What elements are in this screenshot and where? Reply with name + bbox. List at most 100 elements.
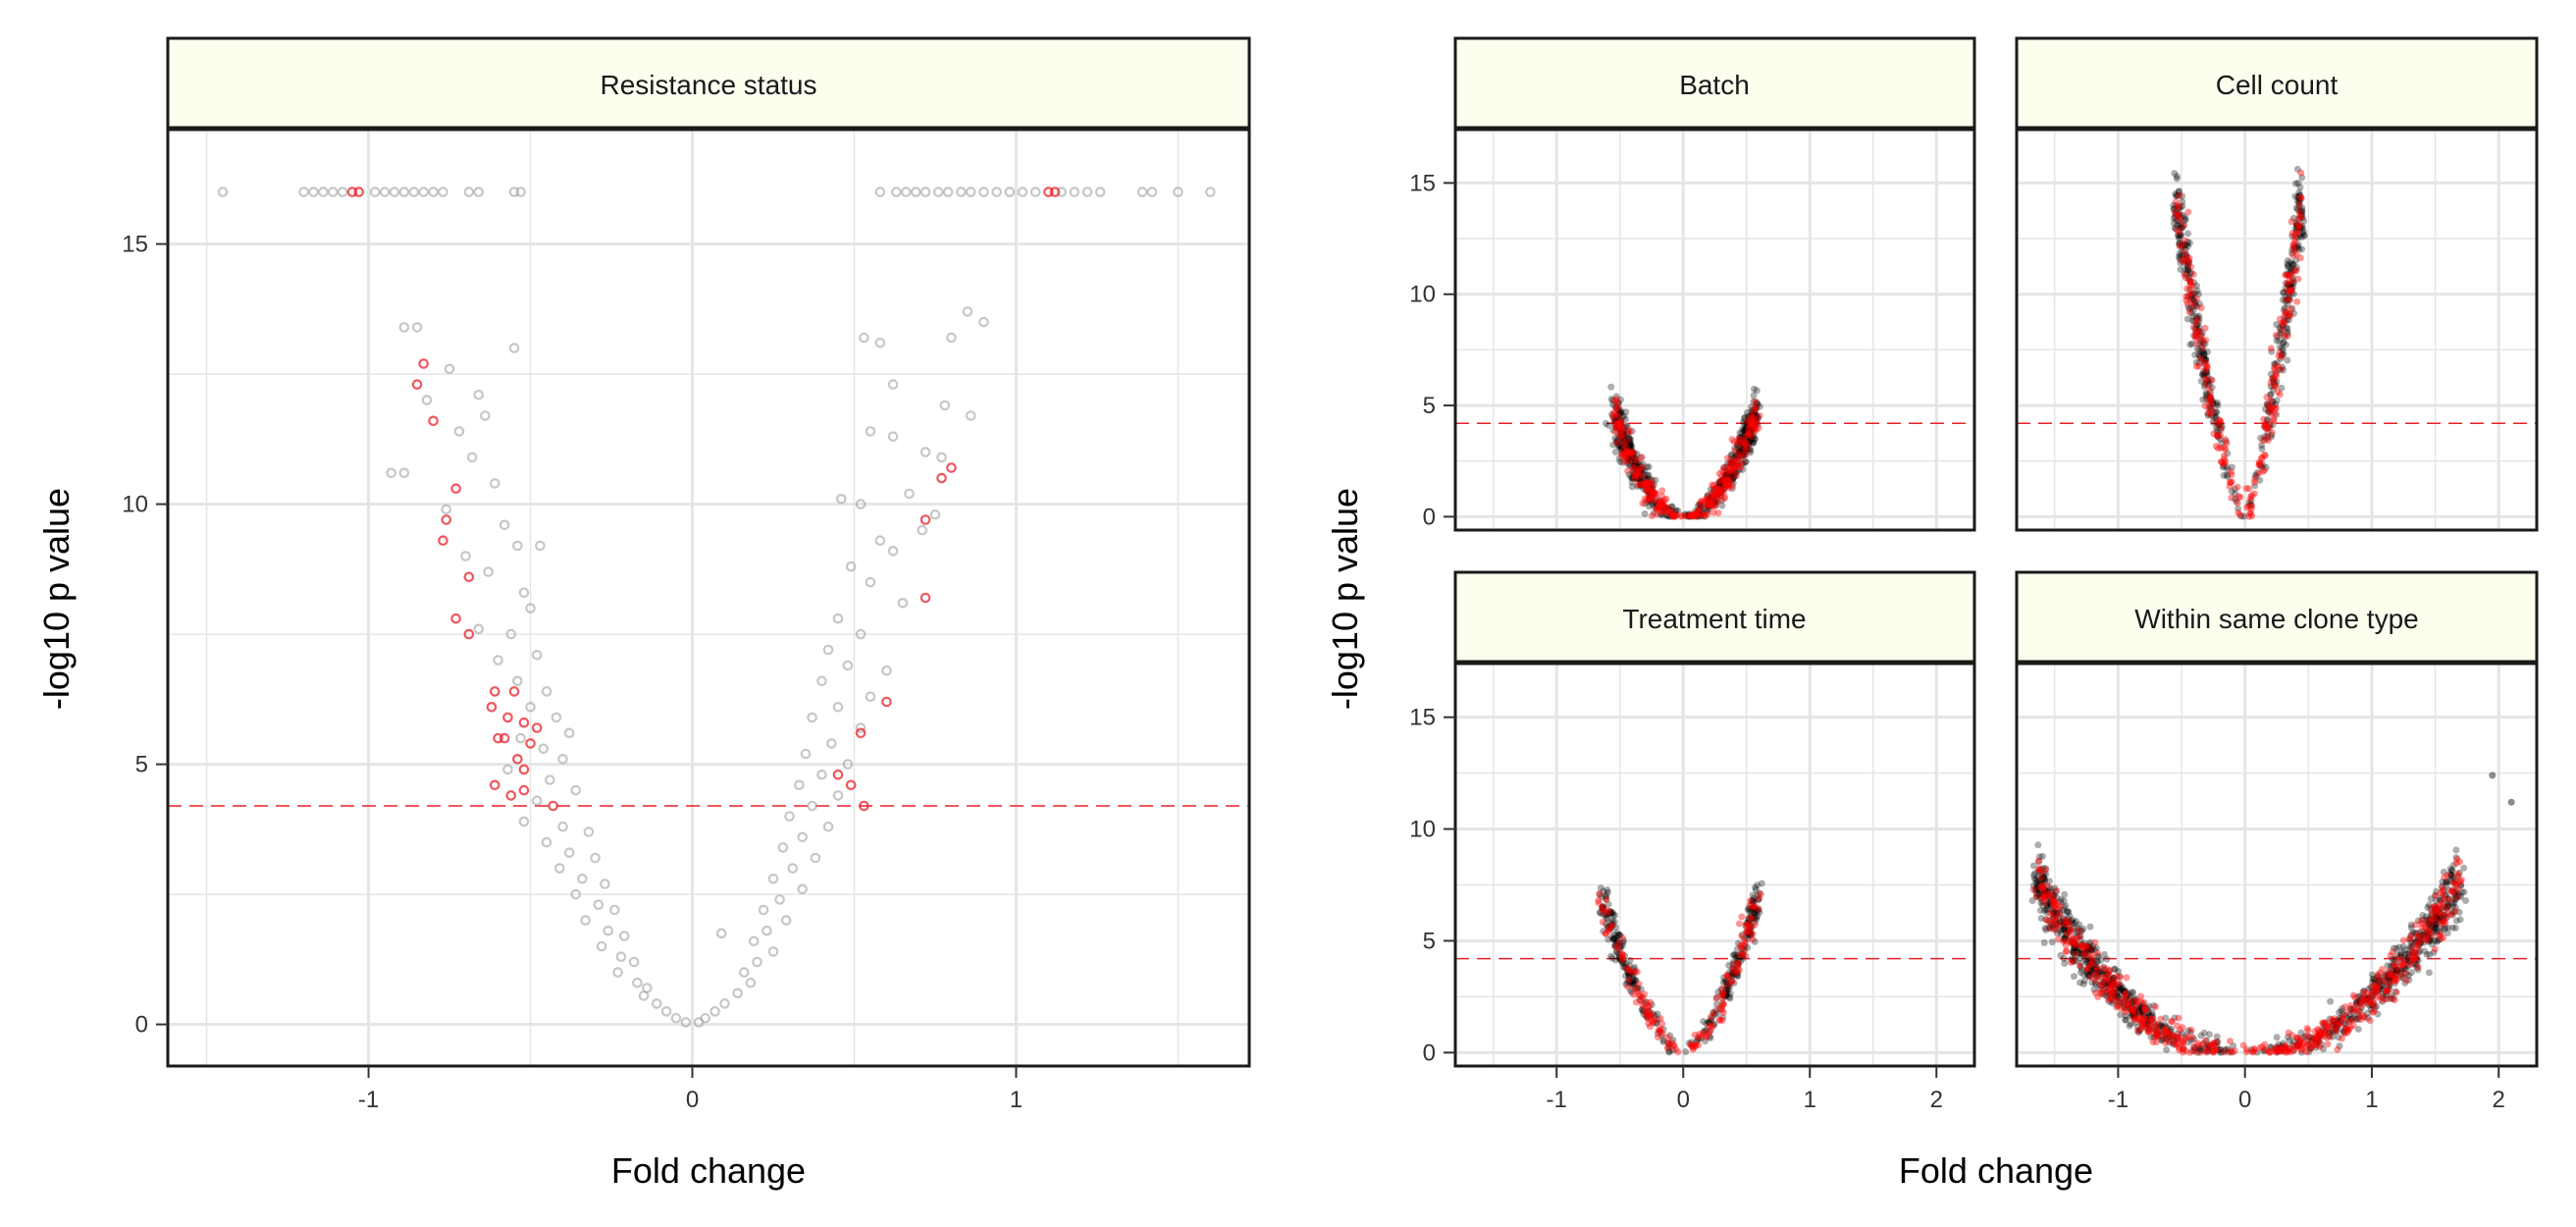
data-point (1611, 448, 1619, 455)
highlighted-point (1706, 500, 1713, 507)
data-point (2222, 438, 2230, 446)
data-point (874, 535, 886, 546)
data-point (1618, 429, 1626, 437)
data-point (1641, 509, 1649, 517)
highlighted-point (1735, 435, 1743, 443)
highlighted-point (1716, 477, 1724, 485)
data-point (2297, 224, 2305, 232)
highlighted-point (1644, 1011, 1652, 1019)
highlighted-point (1614, 419, 1622, 427)
highlighted-point (2297, 213, 2305, 221)
data-point (2043, 905, 2051, 913)
data-point (1752, 885, 1760, 893)
data-point (2258, 445, 2266, 453)
highlighted-point (2226, 478, 2234, 486)
highlighted-point (936, 472, 947, 484)
data-point (1741, 426, 1749, 434)
data-point (1716, 487, 1724, 495)
data-point (1738, 459, 1746, 467)
data-point (2128, 988, 2135, 996)
y-ticks-batch: 0 5 10 15 (1409, 170, 1455, 530)
highlighted-point (1702, 1032, 1709, 1040)
data-point (1748, 905, 1756, 913)
data-point (2443, 905, 2450, 913)
data-point (418, 187, 429, 197)
data-point (2173, 192, 2181, 200)
data-point (2387, 970, 2394, 978)
data-point (2198, 329, 2206, 337)
data-point (2420, 938, 2428, 946)
data-point (1744, 439, 1752, 447)
data-point (1603, 895, 1610, 903)
data-point (1710, 1022, 1718, 1030)
data-point (2354, 1010, 2362, 1018)
data-point (1692, 510, 1700, 518)
data-point (1706, 1020, 1713, 1028)
highlighted-point (2255, 469, 2263, 477)
highlighted-point (1747, 929, 1755, 936)
data-point (1624, 442, 1632, 450)
highlighted-point (1648, 488, 1656, 496)
highlighted-point (1610, 408, 1618, 416)
data-point (2086, 967, 2094, 975)
data-point (1634, 984, 1642, 991)
data-point (2106, 980, 2114, 987)
data-point (2034, 841, 2042, 849)
data-point (758, 904, 769, 916)
highlighted-point (1664, 508, 1672, 516)
data-point (1617, 409, 1625, 417)
data-point (1620, 427, 1628, 435)
highlighted-point (1707, 501, 1714, 508)
highlighted-point (1619, 955, 1627, 963)
data-point (2157, 1021, 2165, 1029)
data-point (1628, 988, 1636, 996)
data-point (1744, 427, 1752, 435)
data-point (2090, 956, 2098, 964)
data-point (2213, 408, 2221, 416)
data-point (1746, 434, 1754, 442)
data-point (1722, 991, 1730, 999)
data-point (1625, 972, 1633, 980)
data-point (816, 769, 827, 780)
data-point (2090, 970, 2098, 978)
data-point (1699, 502, 1707, 509)
data-point (1744, 423, 1752, 431)
data-point (2320, 1020, 2328, 1028)
data-point (2333, 1023, 2340, 1031)
highlighted-point (1747, 411, 1755, 419)
highlighted-point (1738, 933, 1746, 940)
data-point (1625, 461, 1633, 469)
data-point (1629, 468, 1637, 476)
data-point (2077, 941, 2085, 949)
data-point (1626, 453, 1634, 461)
highlighted-point (2432, 907, 2440, 915)
highlighted-point (1748, 433, 1756, 441)
data-point (2346, 1005, 2354, 1013)
highlighted-point (1618, 450, 1626, 457)
data-point (1626, 441, 1634, 449)
data-point (1597, 909, 1604, 917)
highlighted-point (1745, 431, 1753, 439)
data-point (1732, 452, 1740, 459)
data-point (2206, 395, 2214, 402)
data-point (1616, 421, 1624, 429)
data-point (2448, 908, 2456, 916)
data-point (2203, 368, 2211, 376)
highlighted-point (2223, 439, 2231, 447)
highlighted-point (2216, 416, 2224, 424)
x-axis-title-right: Fold change (1899, 1150, 2093, 1191)
data-point (2085, 944, 2093, 952)
data-point (1633, 458, 1641, 466)
data-point (2046, 924, 2054, 932)
data-point (2287, 282, 2294, 290)
data-point (1742, 443, 1750, 451)
highlighted-point (2262, 421, 2270, 429)
data-point (2425, 916, 2433, 924)
highlighted-point (1728, 978, 1736, 986)
data-point (2122, 996, 2129, 1004)
highlighted-point (2144, 1028, 2152, 1036)
data-point (1608, 934, 1616, 941)
data-point (887, 545, 899, 557)
data-point (2296, 191, 2304, 199)
